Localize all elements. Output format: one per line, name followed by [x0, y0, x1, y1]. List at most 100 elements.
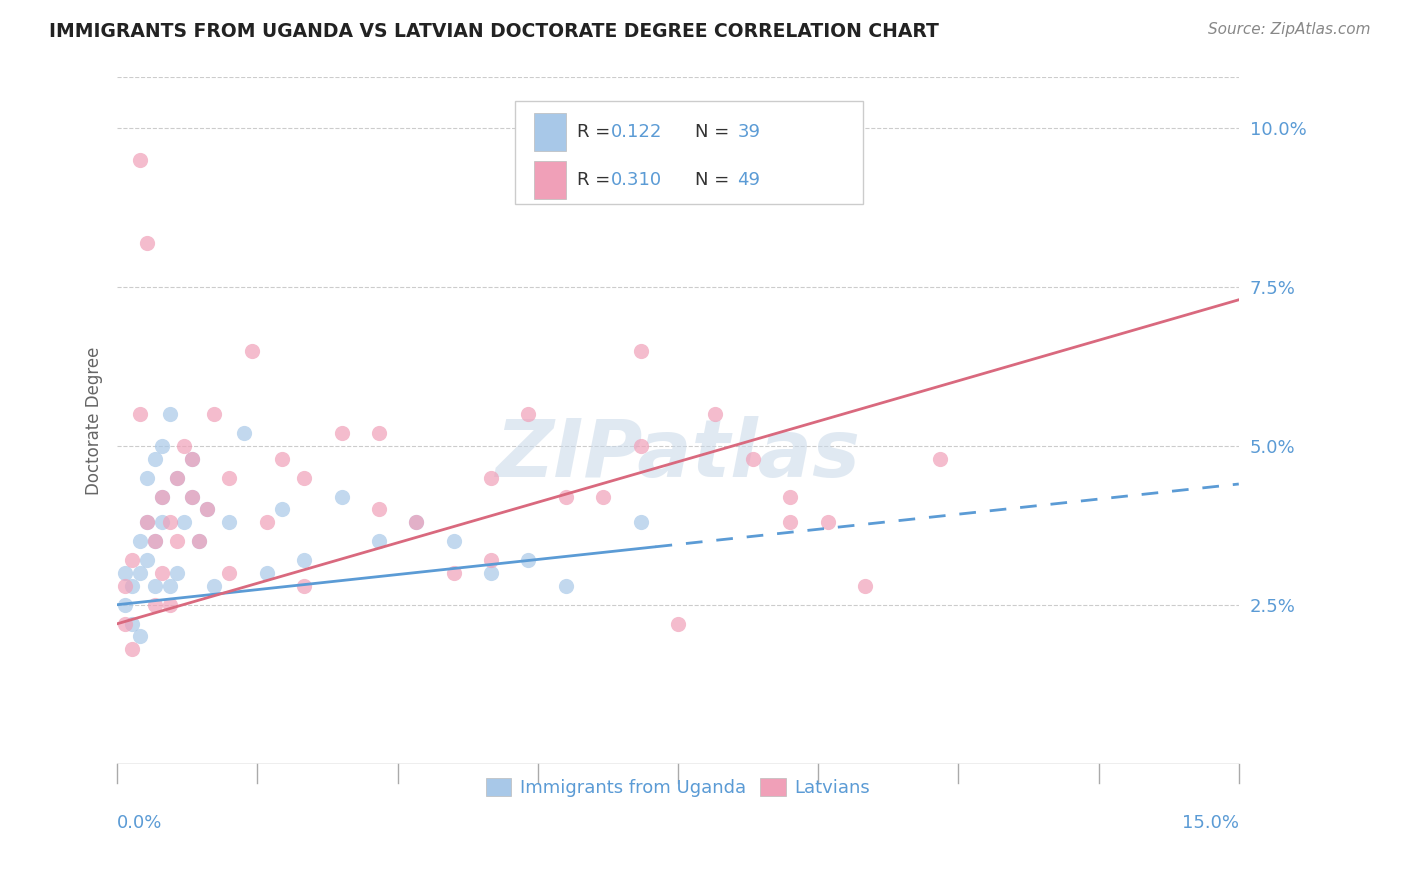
Point: [181, 490, 204, 504]
Point: [853, 579, 876, 593]
Point: [292, 553, 315, 567]
Point: [292, 579, 315, 593]
Point: [128, 407, 150, 421]
Point: [121, 579, 143, 593]
Text: 39: 39: [737, 123, 761, 141]
Bar: [534, 113, 565, 151]
Point: [159, 515, 181, 529]
Point: [292, 470, 315, 484]
Point: [443, 534, 465, 549]
Text: 15.0%: 15.0%: [1182, 814, 1239, 832]
Point: [779, 490, 801, 504]
Point: [928, 451, 950, 466]
Text: R =: R =: [576, 170, 616, 189]
Legend: Immigrants from Uganda, Latvians: Immigrants from Uganda, Latvians: [479, 772, 876, 803]
Point: [630, 439, 652, 453]
Point: [121, 616, 143, 631]
Point: [554, 579, 576, 593]
Point: [173, 515, 195, 529]
Text: IMMIGRANTS FROM UGANDA VS LATVIAN DOCTORATE DEGREE CORRELATION CHART: IMMIGRANTS FROM UGANDA VS LATVIAN DOCTOR…: [49, 22, 939, 41]
Point: [405, 515, 427, 529]
Point: [173, 439, 195, 453]
Point: [666, 616, 689, 631]
Point: [136, 515, 159, 529]
Point: [218, 566, 240, 580]
Text: 0.310: 0.310: [610, 170, 662, 189]
Point: [517, 553, 540, 567]
Point: [218, 470, 240, 484]
Point: [479, 566, 502, 580]
Point: [181, 451, 204, 466]
Point: [779, 515, 801, 529]
Point: [136, 515, 159, 529]
Point: [143, 451, 166, 466]
Text: 0.0%: 0.0%: [117, 814, 163, 832]
Point: [143, 534, 166, 549]
Point: [150, 490, 173, 504]
Point: [181, 490, 204, 504]
Text: ZIPatlas: ZIPatlas: [495, 416, 860, 494]
Point: [121, 642, 143, 657]
Point: [128, 534, 150, 549]
Point: [114, 598, 136, 612]
Point: [554, 490, 576, 504]
Point: [166, 470, 188, 484]
Point: [330, 490, 353, 504]
Y-axis label: Doctorate Degree: Doctorate Degree: [86, 346, 103, 495]
Point: [166, 566, 188, 580]
Bar: [534, 161, 565, 199]
Point: [150, 566, 173, 580]
Point: [817, 515, 839, 529]
Point: [270, 451, 292, 466]
Point: [159, 579, 181, 593]
Point: [741, 451, 763, 466]
Point: [195, 502, 218, 516]
Point: [166, 470, 188, 484]
Point: [367, 534, 389, 549]
Point: [128, 153, 150, 167]
Point: [143, 598, 166, 612]
Point: [202, 407, 225, 421]
Text: 0.122: 0.122: [610, 123, 662, 141]
Point: [330, 426, 353, 441]
Point: [150, 515, 173, 529]
Point: [114, 566, 136, 580]
Point: [704, 407, 727, 421]
Point: [270, 502, 292, 516]
Point: [128, 566, 150, 580]
Point: [121, 553, 143, 567]
Text: N =: N =: [695, 170, 735, 189]
Point: [166, 534, 188, 549]
Point: [195, 502, 218, 516]
Point: [233, 426, 256, 441]
Point: [479, 553, 502, 567]
Point: [202, 579, 225, 593]
Point: [256, 566, 278, 580]
Point: [143, 579, 166, 593]
Point: [443, 566, 465, 580]
Point: [630, 515, 652, 529]
Point: [136, 553, 159, 567]
FancyBboxPatch shape: [516, 102, 863, 204]
Text: Source: ZipAtlas.com: Source: ZipAtlas.com: [1208, 22, 1371, 37]
Point: [128, 630, 150, 644]
Point: [240, 343, 263, 358]
Text: 49: 49: [737, 170, 761, 189]
Point: [159, 407, 181, 421]
Point: [114, 579, 136, 593]
Point: [405, 515, 427, 529]
Point: [517, 407, 540, 421]
Text: R =: R =: [576, 123, 616, 141]
Point: [150, 439, 173, 453]
Point: [188, 534, 211, 549]
Text: N =: N =: [695, 123, 735, 141]
Point: [136, 235, 159, 250]
Point: [188, 534, 211, 549]
Point: [256, 515, 278, 529]
Point: [150, 490, 173, 504]
Point: [630, 343, 652, 358]
Point: [114, 616, 136, 631]
Point: [479, 470, 502, 484]
Point: [592, 490, 614, 504]
Point: [143, 534, 166, 549]
